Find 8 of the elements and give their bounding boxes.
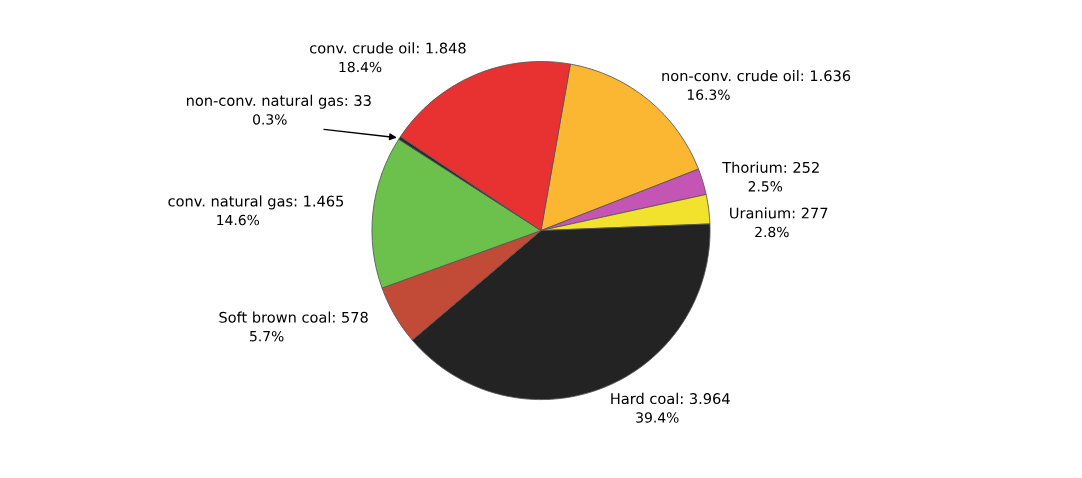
- slice-label: Uranium: 277 2.8%: [730, 207, 828, 238]
- slice-label: Hard coal: 3.964 39.4%: [611, 392, 730, 423]
- slice-label: conv. natural gas: 1.465 14.6%: [168, 195, 344, 226]
- slice-label: Soft brown coal: 578 5.7%: [219, 311, 368, 342]
- slice-label: conv. crude oil: 1.848 18.4%: [310, 42, 466, 73]
- slice-label: non-conv. natural gas: 33 0.3%: [186, 94, 371, 125]
- slice-label: non-conv. crude oil: 1.636 16.3%: [662, 69, 851, 100]
- slice-label: Thorium: 252 2.5%: [722, 161, 819, 192]
